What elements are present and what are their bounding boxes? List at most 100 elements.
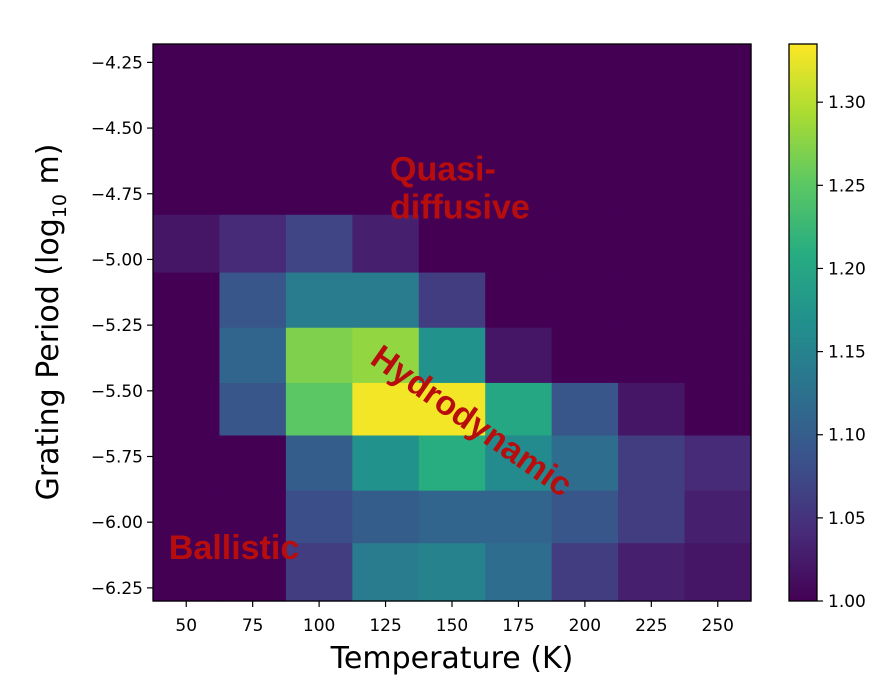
heatmap-cell-r0-c6 <box>551 44 619 216</box>
heatmap-cell-r7-c3 <box>352 543 420 602</box>
heatmap-cell-r6-c2 <box>285 490 353 544</box>
heatmap-cell-r7-c5 <box>485 543 553 602</box>
y-tick-label: −6.00 <box>91 513 143 533</box>
heatmap-cell-r5-c3 <box>352 435 420 492</box>
heatmap-cell-r3-c7 <box>618 327 686 384</box>
heatmap-cell-r0-c7 <box>618 44 686 216</box>
heatmap-cell-r6-c8 <box>684 490 752 544</box>
heatmap-cell-r5-c0 <box>153 435 221 492</box>
heatmap-cell-r2-c0 <box>153 272 221 329</box>
annotation-quasi-diffusive: Quasi-diffusive <box>390 151 530 227</box>
heatmap-cell-r2-c8 <box>684 272 752 329</box>
heatmap-cell-r7-c6 <box>551 543 619 602</box>
heatmap-cell-r3-c5 <box>485 327 553 384</box>
heatmap-cell-r2-c4 <box>418 272 486 329</box>
heatmap-cell-r3-c2 <box>285 327 353 384</box>
x-tick-label: 75 <box>242 616 264 636</box>
heatmap-cell-r6-c5 <box>485 490 553 544</box>
heatmap-cell-r5-c5 <box>485 435 553 492</box>
heatmap-cell-r6-c1 <box>219 490 287 544</box>
heatmap-cell-r2-c3 <box>352 272 420 329</box>
heatmap-cell-r3-c4 <box>418 327 486 384</box>
heatmap-cell-r5-c8 <box>684 435 752 492</box>
heatmap-cell-r6-c7 <box>618 490 686 544</box>
heatmap-cell-r1-c5 <box>485 214 553 274</box>
x-tick-label: 200 <box>569 616 601 636</box>
colorbar-tick-label: 1.30 <box>828 93 866 113</box>
heatmap-cell-r4-c4 <box>418 382 486 437</box>
heatmap-cell-r0-c3 <box>352 44 420 216</box>
x-tick-label: 150 <box>436 616 468 636</box>
colorbar-tick-label: 1.15 <box>828 343 866 363</box>
heatmap-cell-r4-c2 <box>285 382 353 437</box>
heatmap-cell-r5-c2 <box>285 435 353 492</box>
heatmap-cell-r6-c4 <box>418 490 486 544</box>
heatmap-cell-r6-c6 <box>551 490 619 544</box>
colorbar-axis: 1.00 1.05 1.10 1.15 1.20 1.25 1.30 <box>817 93 866 612</box>
y-tick-label: −5.25 <box>91 316 143 336</box>
y-tick-label: −4.25 <box>91 53 143 73</box>
heatmap-cell-r3-c6 <box>551 327 619 384</box>
heatmap-cell-r7-c2 <box>285 543 353 602</box>
heatmap-cell-r0-c8 <box>684 44 752 216</box>
heatmap-cell-r4-c1 <box>219 382 287 437</box>
heatmap-cell-r0-c2 <box>285 44 353 216</box>
heatmap-cell-r5-c1 <box>219 435 287 492</box>
x-tick-label: 225 <box>635 616 667 636</box>
colorbar-tick-label: 1.05 <box>828 509 866 529</box>
x-tick-label: 50 <box>175 616 197 636</box>
heatmap-cell-r7-c8 <box>684 543 752 602</box>
annotation-ballistic: Ballistic <box>169 529 299 567</box>
heatmap-cell-r7-c7 <box>618 543 686 602</box>
heatmap-cell-r1-c6 <box>551 214 619 274</box>
heatmap-cell-r3-c1 <box>219 327 287 384</box>
heatmap-cell-r5-c7 <box>618 435 686 492</box>
colorbar-tick-label: 1.25 <box>828 176 866 196</box>
y-tick-label: −4.50 <box>91 119 143 139</box>
heatmap-cell-r2-c6 <box>551 272 619 329</box>
heatmap-cell-r6-c3 <box>352 490 420 544</box>
heatmap-cell-r7-c4 <box>418 543 486 602</box>
heatmap-cell-r0-c4 <box>418 44 486 216</box>
heatmap-cell-r6-c0 <box>153 490 221 544</box>
colorbar-tick-label: 1.20 <box>828 259 866 279</box>
heatmap-cell-r3-c0 <box>153 327 221 384</box>
y-tick-label: −4.75 <box>91 185 143 205</box>
heatmap-cell-r4-c7 <box>618 382 686 437</box>
heatmap-cell-r2-c1 <box>219 272 287 329</box>
y-tick-label: −5.50 <box>91 382 143 402</box>
heatmap-cell-r4-c8 <box>684 382 752 437</box>
heatmap-cell-r4-c3 <box>352 382 420 437</box>
x-tick-label: 125 <box>369 616 401 636</box>
heatmap-cell-r2-c7 <box>618 272 686 329</box>
heatmap-cell-r0-c5 <box>485 44 553 216</box>
y-tick-label: −5.75 <box>91 447 143 467</box>
heatmap-cell-r1-c4 <box>418 214 486 274</box>
colorbar-tick-label: 1.00 <box>828 592 866 612</box>
heatmap-cell-r4-c6 <box>551 382 619 437</box>
heatmap-cells <box>153 44 752 602</box>
x-tick-label: 175 <box>502 616 534 636</box>
heatmap-cell-r5-c4 <box>418 435 486 492</box>
heatmap-cell-r1-c7 <box>618 214 686 274</box>
colorbar <box>788 43 818 602</box>
heatmap-cell-r0-c0 <box>153 44 221 216</box>
heatmap-cell-r1-c3 <box>352 214 420 274</box>
heatmap-cell-r1-c8 <box>684 214 752 274</box>
heatmap-cell-r5-c6 <box>551 435 619 492</box>
heatmap-cell-r0-c1 <box>219 44 287 216</box>
heatmap-cell-r2-c5 <box>485 272 553 329</box>
heatmap-cell-r4-c5 <box>485 382 553 437</box>
x-axis-label: Temperature (K) <box>330 641 574 676</box>
heatmap-cell-r1-c0 <box>153 214 221 274</box>
heatmap-cell-r4-c0 <box>153 382 221 437</box>
heatmap-cell-r3-c3 <box>352 327 420 384</box>
x-axis: 50 75 100 125 150 175 200 225 250 <box>175 601 734 636</box>
y-axis: −4.25 −4.50 −4.75 −5.00 −5.25 −5.50 −5.75 −6.00… <box>91 53 153 599</box>
heatmap-cell-r7-c1 <box>219 543 287 602</box>
heatmap-cell-r7-c0 <box>153 543 221 602</box>
y-tick-label: −6.25 <box>91 579 143 599</box>
heatmap-cell-r2-c2 <box>285 272 353 329</box>
y-tick-label: −5.00 <box>91 250 143 270</box>
